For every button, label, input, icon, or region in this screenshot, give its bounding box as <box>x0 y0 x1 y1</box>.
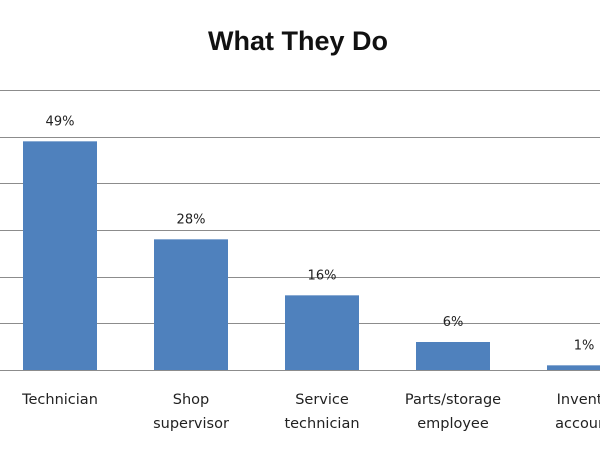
gridlines <box>0 90 600 371</box>
category-label: Invento account <box>555 392 600 432</box>
data-label: 49% <box>46 114 75 129</box>
bar <box>23 141 97 370</box>
category-label-line: Invento <box>557 392 600 408</box>
bar <box>285 295 359 370</box>
category-label-line: Technician <box>21 392 98 408</box>
category-label-line: Service <box>295 392 349 408</box>
category-label-line: Parts/storage <box>405 392 501 408</box>
category-label-line: supervisor <box>153 416 229 432</box>
data-labels: 49% 28% 16% 6% 1% <box>46 114 595 353</box>
category-label: Shop supervisor <box>153 392 229 432</box>
category-label-line: account <box>555 416 600 432</box>
category-label: Parts/storage employee <box>405 392 501 432</box>
category-label: Service technician <box>284 392 359 432</box>
data-label: 6% <box>443 315 464 330</box>
data-label: 28% <box>177 212 206 227</box>
data-label: 16% <box>308 268 337 283</box>
category-label-line: technician <box>284 416 359 432</box>
category-labels: Technician Shop supervisor Service technicia… <box>21 392 600 432</box>
category-label-line: Shop <box>173 392 209 408</box>
category-label: Technician <box>21 392 98 408</box>
bar <box>154 239 228 370</box>
bars <box>23 141 600 370</box>
data-label: 1% <box>574 338 595 353</box>
bar <box>547 365 600 370</box>
bar <box>416 342 490 370</box>
chart-title: What They Do <box>208 26 388 56</box>
category-label-line: employee <box>417 416 489 432</box>
